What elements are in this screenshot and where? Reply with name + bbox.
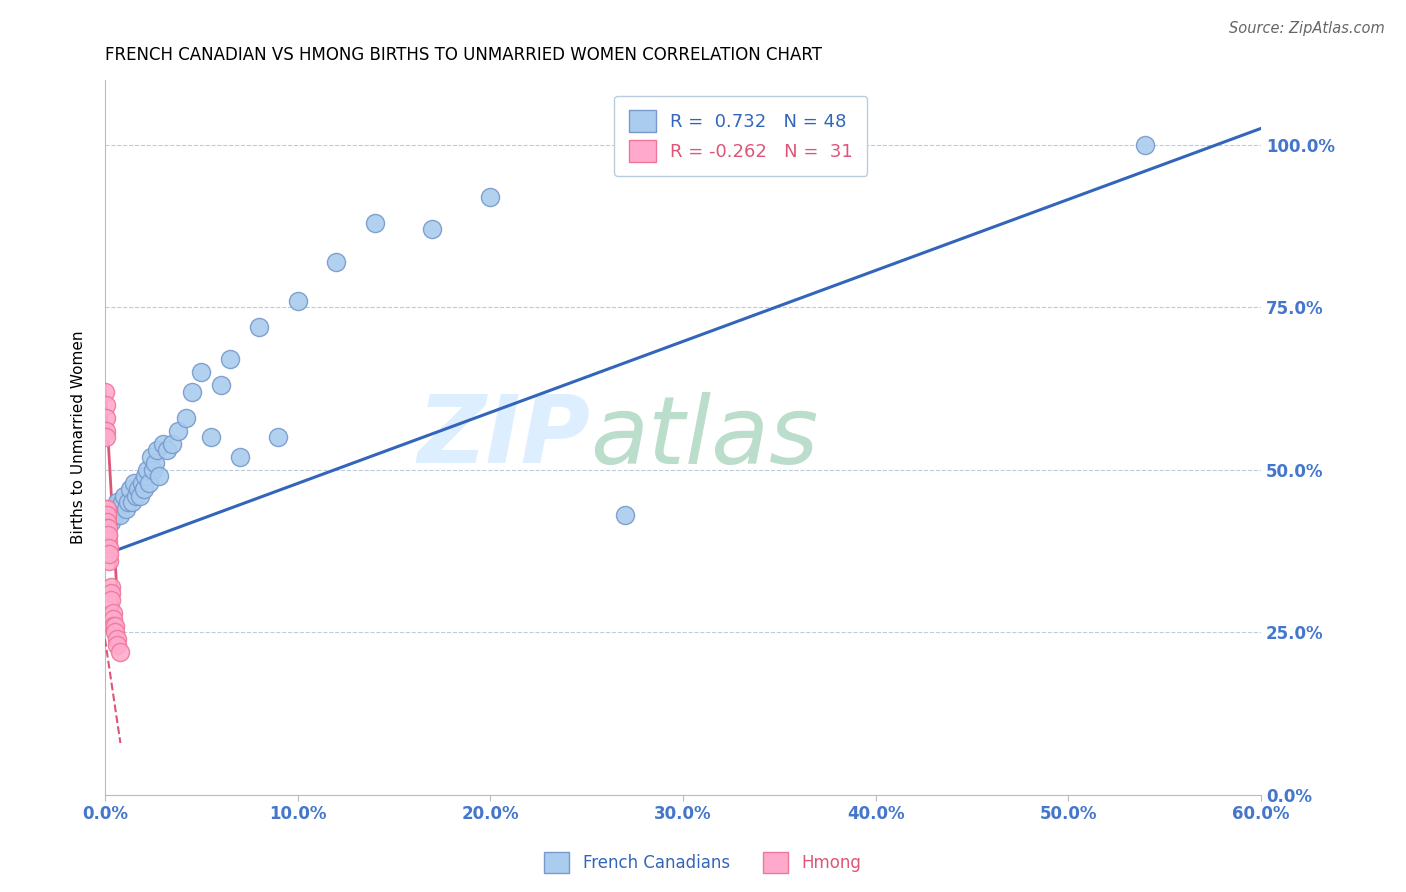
Point — [110, 645, 132, 659]
Point — [94, 410, 117, 425]
Legend: French Canadians, Hmong: French Canadians, Hmong — [538, 846, 868, 880]
Point — [96, 515, 118, 529]
Point — [229, 450, 252, 464]
Point — [94, 398, 117, 412]
Point — [247, 319, 270, 334]
Point — [141, 450, 163, 464]
Point — [94, 424, 117, 438]
Point — [127, 483, 149, 497]
Text: FRENCH CANADIAN VS HMONG BIRTHS TO UNMARRIED WOMEN CORRELATION CHART: FRENCH CANADIAN VS HMONG BIRTHS TO UNMAR… — [105, 46, 823, 64]
Y-axis label: Births to Unmarried Women: Births to Unmarried Women — [72, 331, 86, 544]
Point — [115, 502, 138, 516]
Point — [174, 410, 197, 425]
Point — [112, 489, 135, 503]
Point — [825, 137, 848, 152]
Point — [180, 384, 202, 399]
Point — [97, 528, 120, 542]
Point — [96, 502, 118, 516]
Point — [94, 384, 117, 399]
Text: Source: ZipAtlas.com: Source: ZipAtlas.com — [1229, 21, 1385, 36]
Point — [96, 508, 118, 523]
Point — [131, 475, 153, 490]
Point — [125, 489, 148, 503]
Point — [100, 593, 122, 607]
Point — [267, 430, 290, 444]
Point — [104, 625, 127, 640]
Point — [1135, 137, 1157, 152]
Point — [148, 469, 170, 483]
Point — [96, 502, 118, 516]
Point — [287, 293, 309, 308]
Point — [138, 475, 160, 490]
Point — [111, 495, 134, 509]
Point — [325, 254, 347, 268]
Point — [162, 437, 184, 451]
Point — [118, 483, 141, 497]
Point — [105, 639, 128, 653]
Point — [97, 541, 120, 555]
Point — [97, 554, 120, 568]
Point — [101, 612, 124, 626]
Point — [209, 378, 232, 392]
Point — [143, 456, 166, 470]
Point — [105, 495, 128, 509]
Point — [97, 541, 120, 555]
Point — [100, 580, 122, 594]
Point — [152, 437, 174, 451]
Text: ZIP: ZIP — [418, 392, 591, 483]
Point — [146, 443, 169, 458]
Point — [190, 365, 212, 379]
Point — [104, 619, 127, 633]
Point — [219, 352, 242, 367]
Point — [94, 430, 117, 444]
Point — [110, 508, 132, 523]
Point — [422, 222, 444, 236]
Point — [142, 463, 165, 477]
Point — [614, 508, 637, 523]
Legend: R =  0.732   N = 48, R = -0.262   N =  31: R = 0.732 N = 48, R = -0.262 N = 31 — [614, 95, 868, 176]
Point — [97, 528, 120, 542]
Point — [117, 495, 139, 509]
Point — [100, 586, 122, 600]
Point — [136, 463, 159, 477]
Point — [479, 190, 502, 204]
Point — [128, 489, 150, 503]
Point — [104, 508, 127, 523]
Point — [107, 502, 129, 516]
Point — [121, 495, 143, 509]
Point — [100, 515, 122, 529]
Point — [96, 521, 118, 535]
Point — [167, 424, 190, 438]
Point — [364, 216, 387, 230]
Point — [156, 443, 179, 458]
Point — [122, 475, 145, 490]
Point — [200, 430, 222, 444]
Point — [105, 632, 128, 646]
Point — [96, 508, 118, 523]
Point — [134, 469, 156, 483]
Point — [97, 521, 120, 535]
Point — [101, 606, 124, 620]
Text: atlas: atlas — [591, 392, 818, 483]
Point — [96, 515, 118, 529]
Point — [132, 483, 155, 497]
Point — [96, 521, 118, 535]
Point — [97, 534, 120, 549]
Point — [101, 502, 124, 516]
Point — [97, 548, 120, 562]
Point — [101, 619, 124, 633]
